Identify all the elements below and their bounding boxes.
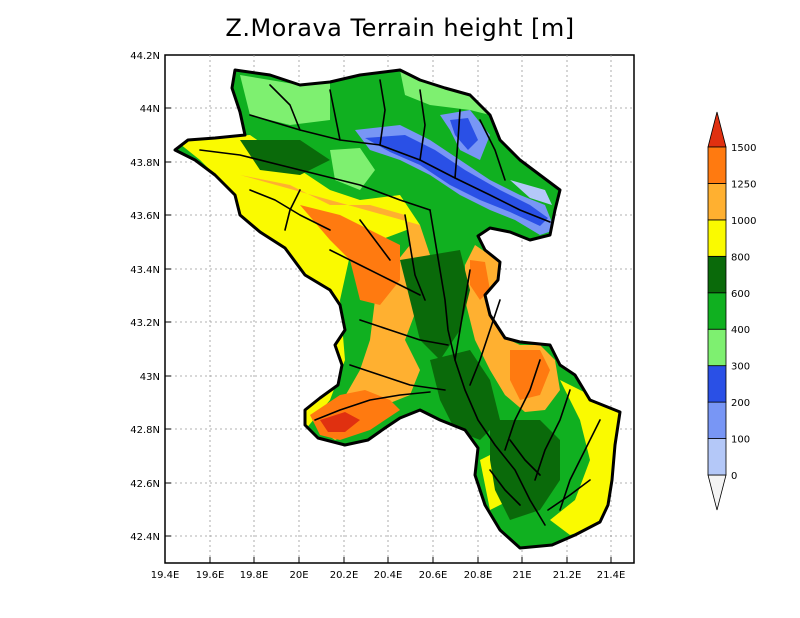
- colorbar-label: 1250: [731, 179, 756, 190]
- river-network: [199, 79, 601, 526]
- x-tick-label: 21.2E: [553, 570, 582, 581]
- colorbar-label: 300: [731, 362, 750, 373]
- colorbar-label: 200: [731, 398, 750, 409]
- y-tick-label: 44.2N: [130, 51, 160, 62]
- colorbar-label: 400: [731, 325, 750, 336]
- y-tick-label: 43.2N: [130, 318, 160, 329]
- x-tick-label: 19.6E: [196, 570, 225, 581]
- basin-boundary: [173, 68, 622, 550]
- y-tick-label: 42.6N: [130, 479, 160, 490]
- x-tick-label: 20.8E: [464, 570, 493, 581]
- x-tick-label: 19.4E: [151, 570, 180, 581]
- x-tick-label: 20.6E: [419, 570, 448, 581]
- x-tick-label: 20.4E: [374, 570, 403, 581]
- colorbar-segment: [707, 438, 727, 476]
- colorbar-segment: [707, 401, 727, 439]
- y-tick-label: 44N: [140, 104, 160, 115]
- colorbar-segment: [707, 292, 727, 330]
- map-title: Z.Morava Terrain height [m]: [225, 14, 575, 42]
- colorbar: 0 100 200 300 400 600 800 1000 1250 1500: [707, 111, 756, 511]
- y-tick-label: 43.4N: [130, 265, 160, 276]
- colorbar-segment: [707, 219, 727, 257]
- colorbar-segment: [707, 365, 727, 403]
- x-tick-label: 20.2E: [330, 570, 359, 581]
- x-tick-label: 21E: [512, 570, 531, 581]
- y-axis: 44.2N 44N 43.8N 43.6N 43.4N 43.2N 43N 42…: [130, 51, 171, 543]
- colorbar-max-triangle: [707, 111, 727, 148]
- y-tick-label: 42.4N: [130, 532, 160, 543]
- colorbar-label: 600: [731, 289, 750, 300]
- x-tick-label: 19.8E: [240, 570, 269, 581]
- colorbar-min-triangle: [707, 474, 727, 511]
- y-tick-label: 42.8N: [130, 425, 160, 436]
- y-tick-label: 43.6N: [130, 211, 160, 222]
- x-axis: 19.4E 19.6E 19.8E 20E 20.2E 20.4E 20.6E …: [151, 557, 626, 581]
- y-tick-label: 43.8N: [130, 158, 160, 169]
- colorbar-label: 800: [731, 252, 750, 263]
- colorbar-segment: [707, 146, 727, 184]
- colorbar-segment: [707, 183, 727, 221]
- colorbar-label: 0: [731, 471, 737, 482]
- colorbar-label: 1000: [731, 216, 756, 227]
- colorbar-label: 1500: [731, 143, 756, 154]
- x-tick-label: 21.4E: [597, 570, 626, 581]
- colorbar-segment: [707, 328, 727, 367]
- colorbar-segment: [707, 255, 727, 294]
- colorbar-label: 100: [731, 435, 750, 446]
- y-tick-label: 43N: [140, 372, 160, 383]
- x-tick-label: 20E: [289, 570, 308, 581]
